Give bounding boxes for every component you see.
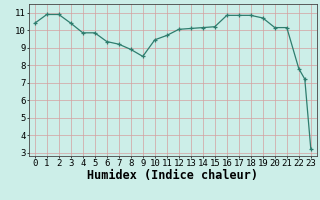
X-axis label: Humidex (Indice chaleur): Humidex (Indice chaleur) — [87, 169, 258, 182]
